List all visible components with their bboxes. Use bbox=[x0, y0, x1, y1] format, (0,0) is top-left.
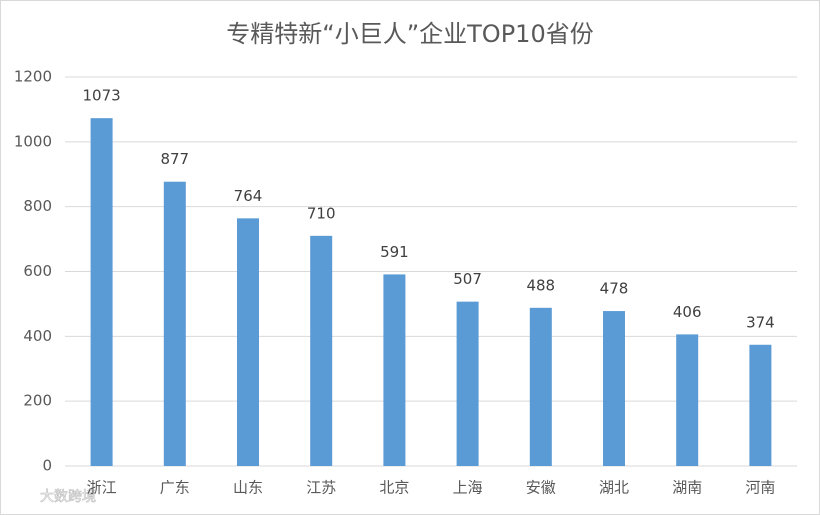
x-tick-label: 河南 bbox=[745, 479, 775, 497]
x-tick-label: 北京 bbox=[379, 479, 409, 497]
x-tick-label: 浙江 bbox=[87, 479, 117, 497]
bar bbox=[603, 311, 625, 466]
data-label: 877 bbox=[160, 150, 189, 168]
data-label: 488 bbox=[526, 276, 555, 294]
data-label: 591 bbox=[380, 243, 409, 261]
data-label: 406 bbox=[673, 303, 702, 321]
bar bbox=[237, 218, 259, 466]
bar bbox=[529, 307, 552, 466]
data-label: 478 bbox=[600, 280, 629, 298]
y-tick-label: 0 bbox=[42, 457, 52, 475]
watermark: 大数跨境 bbox=[40, 489, 96, 505]
bar bbox=[383, 274, 406, 466]
x-tick-label: 江苏 bbox=[306, 479, 336, 497]
y-tick-label: 1200 bbox=[14, 68, 52, 86]
x-tick-label: 湖北 bbox=[599, 479, 629, 497]
bar bbox=[456, 301, 479, 466]
data-label: 764 bbox=[234, 187, 263, 205]
y-tick-label: 1000 bbox=[14, 132, 52, 150]
bar bbox=[90, 118, 113, 467]
bar bbox=[749, 344, 772, 466]
x-tick-label: 安徽 bbox=[526, 479, 556, 497]
y-tick-label: 600 bbox=[23, 262, 52, 280]
y-tick-label: 400 bbox=[23, 327, 52, 345]
x-tick-label: 广东 bbox=[160, 479, 190, 497]
x-tick-label: 湖南 bbox=[672, 479, 702, 497]
data-label: 507 bbox=[453, 270, 482, 288]
chart-title: 专精特新“小巨人”企业TOP10省份 bbox=[226, 20, 593, 48]
y-tick-label: 200 bbox=[23, 392, 52, 410]
data-label: 710 bbox=[307, 204, 336, 222]
bar bbox=[676, 334, 699, 466]
bar bbox=[163, 181, 186, 467]
y-tick-label: 800 bbox=[23, 197, 52, 215]
data-label: 374 bbox=[746, 313, 775, 331]
bar bbox=[310, 235, 333, 466]
x-tick-label: 上海 bbox=[453, 479, 483, 497]
x-tick-label: 山东 bbox=[233, 479, 263, 497]
data-label: 1073 bbox=[83, 87, 121, 105]
